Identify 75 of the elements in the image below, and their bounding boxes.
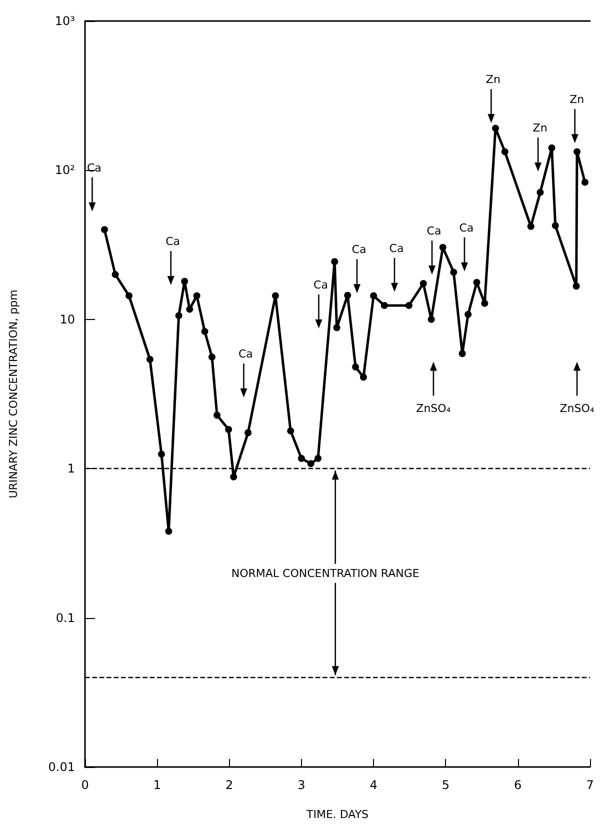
point (146, 356, 154, 363)
point (458, 350, 466, 358)
point (344, 292, 352, 299)
annotation: Ca (238, 347, 253, 360)
point (380, 302, 388, 309)
point (420, 280, 427, 288)
point (287, 427, 294, 434)
x-axis-title: TIME. DAYS (305, 808, 369, 821)
annotation: ZnSO₄ (416, 402, 452, 415)
point (100, 226, 108, 234)
annotation: Ca (389, 242, 404, 255)
annotation: Ca (459, 221, 474, 234)
annotation: Zn (486, 73, 500, 86)
point (333, 324, 340, 332)
y-tick-label: 0.01 (48, 760, 75, 774)
y-tick-label: 0.1 (56, 610, 75, 625)
point (473, 278, 480, 286)
point (186, 306, 194, 313)
point (370, 292, 378, 300)
point (331, 258, 338, 266)
point (314, 454, 322, 462)
y-tick-label: 1 (67, 462, 75, 476)
annotation: Ca (314, 278, 328, 292)
point (208, 353, 216, 360)
point (464, 310, 472, 318)
point (574, 148, 581, 156)
x-tick-label: 7 (586, 778, 594, 792)
point (536, 188, 544, 196)
point (272, 292, 279, 300)
point (230, 473, 238, 480)
point (450, 268, 458, 276)
y-tick-label: 10² (54, 163, 76, 178)
annotation: ZnSO₄ (560, 402, 595, 415)
y-tick-label: 10³ (54, 14, 76, 28)
point (193, 292, 200, 300)
point (244, 429, 252, 436)
point (201, 328, 208, 335)
point (492, 124, 499, 132)
point (126, 292, 133, 300)
point (352, 363, 360, 370)
x-tick-label: 5 (442, 778, 450, 792)
point (214, 412, 221, 419)
point (175, 312, 182, 320)
x-tick-label: 4 (370, 778, 378, 792)
annotation: Ca (352, 243, 366, 256)
point (501, 148, 508, 156)
annotation: Ca (426, 224, 442, 238)
point (572, 282, 580, 290)
x-tick-label: 6 (514, 778, 522, 792)
y-tick-label: 10 (60, 312, 75, 326)
point (181, 278, 188, 285)
point (225, 426, 232, 433)
x-tick-label: 1 (153, 778, 161, 792)
point (360, 374, 367, 381)
annotation: Zn (570, 93, 584, 106)
annotation: Ca (166, 235, 180, 248)
annotation: NORMAL CONCENTRATION RANGE (231, 566, 420, 580)
point (165, 528, 172, 535)
point (552, 222, 559, 230)
point (581, 178, 588, 186)
point (298, 454, 305, 462)
y-axis-title: URINARY ZINC CONCENTRATION, ppm (7, 290, 20, 498)
point (439, 244, 446, 251)
point (481, 300, 488, 307)
x-tick-label: 3 (298, 778, 306, 792)
point (405, 302, 412, 309)
point (112, 270, 119, 278)
point (307, 460, 314, 468)
x-tick-label: 0 (81, 778, 89, 792)
point (158, 450, 165, 458)
x-tick-label: 2 (225, 778, 234, 792)
point (548, 144, 556, 152)
annotation: Zn (532, 122, 548, 135)
point (428, 316, 435, 323)
point (527, 222, 534, 230)
